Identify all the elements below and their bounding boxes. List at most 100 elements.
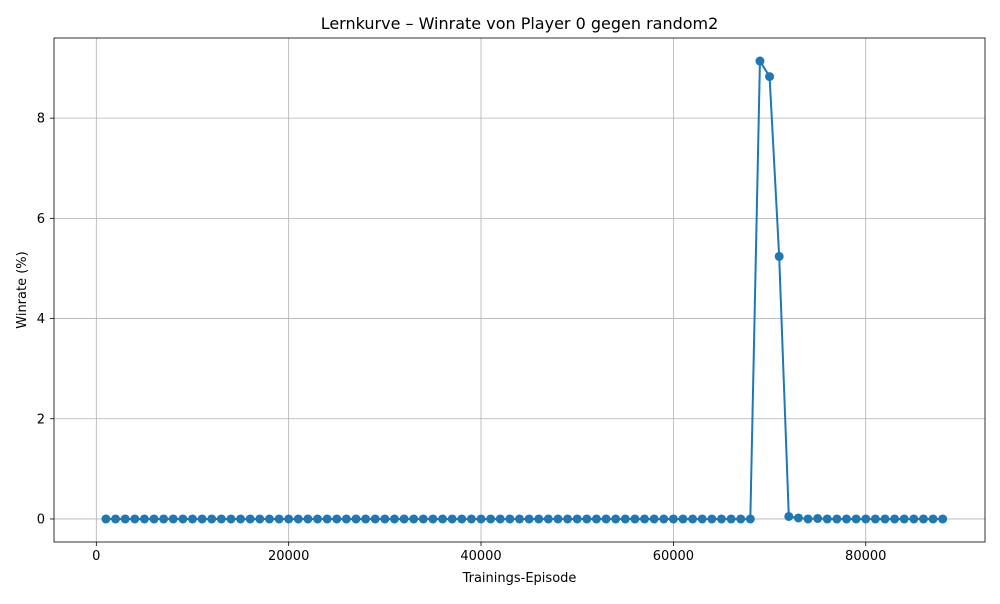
data-point <box>707 514 717 524</box>
x-tick-label: 80000 <box>845 549 886 564</box>
data-point <box>303 514 313 524</box>
data-point <box>226 514 236 524</box>
data-point <box>899 514 909 524</box>
data-point <box>380 514 390 524</box>
data-point <box>784 511 794 521</box>
data-point <box>188 514 197 524</box>
data-point <box>341 514 351 524</box>
data-point <box>822 514 832 524</box>
data-point <box>399 514 409 524</box>
data-point <box>909 514 919 524</box>
data-point <box>361 514 371 524</box>
data-point <box>409 514 419 524</box>
data-point <box>332 514 342 524</box>
data-point <box>274 514 284 524</box>
x-tick-label: 20000 <box>268 549 309 564</box>
data-point <box>216 514 226 524</box>
data-point <box>515 514 524 524</box>
data-point <box>563 514 573 524</box>
data-point <box>620 514 630 524</box>
data-point <box>803 514 813 524</box>
data-point <box>842 514 851 524</box>
data-point <box>178 514 188 524</box>
y-tick-label: 0 <box>37 512 45 527</box>
data-point <box>668 514 678 524</box>
data-point <box>611 514 621 524</box>
data-point <box>322 514 332 524</box>
data-point <box>890 514 900 524</box>
data-point <box>832 514 842 524</box>
y-tick-label: 6 <box>37 212 45 227</box>
data-point <box>264 514 274 524</box>
data-point <box>640 514 650 524</box>
data-point <box>543 514 553 524</box>
data-point <box>601 514 611 524</box>
x-tick-label: 0 <box>92 549 100 564</box>
data-point <box>284 514 294 524</box>
data-point <box>418 514 428 524</box>
data-point <box>476 514 486 524</box>
data-point <box>534 514 544 524</box>
series-line <box>105 60 943 520</box>
data-point <box>139 514 149 524</box>
ticks: 0 20000 40000 60000 80000 0 2 4 6 8 <box>37 112 887 564</box>
data-point <box>130 514 140 524</box>
y-axis-label: Winrate (%) <box>15 251 30 328</box>
data-point <box>207 514 217 524</box>
data-point <box>351 514 361 524</box>
data-point <box>428 514 438 524</box>
data-point <box>870 514 880 524</box>
data-point <box>880 514 890 524</box>
data-point <box>524 514 534 524</box>
data-point <box>101 514 111 524</box>
data-point <box>159 514 169 524</box>
data-point <box>236 514 246 524</box>
data-point <box>245 514 255 524</box>
data-point <box>813 513 823 523</box>
data-point <box>649 514 659 524</box>
data-point <box>938 514 948 524</box>
data-point <box>688 514 698 524</box>
data-point <box>630 514 640 524</box>
data-point <box>293 514 303 524</box>
data-point <box>765 72 775 82</box>
data-point <box>111 514 121 524</box>
data-point <box>861 514 871 524</box>
data-point <box>313 514 323 524</box>
data-point <box>255 514 265 524</box>
y-tick-label: 4 <box>37 312 45 327</box>
data-point <box>716 514 726 524</box>
data-point <box>851 514 861 524</box>
x-axis-label: Trainings-Episode <box>462 571 577 586</box>
data-point <box>793 513 803 523</box>
data-point <box>755 56 765 66</box>
y-tick-label: 2 <box>37 412 45 427</box>
data-point <box>457 514 467 524</box>
data-point <box>736 514 746 524</box>
grid <box>54 38 985 542</box>
data-point <box>149 514 159 524</box>
data-point <box>197 514 207 524</box>
data-point <box>168 514 178 524</box>
data-point <box>678 514 688 524</box>
data-point <box>928 514 938 524</box>
y-tick-label: 8 <box>37 112 45 127</box>
data-point <box>582 514 592 524</box>
data-point <box>370 514 380 524</box>
chart-title: Lernkurve – Winrate von Player 0 gegen r… <box>321 14 719 33</box>
data-point <box>447 514 457 524</box>
series-layer <box>101 56 948 524</box>
data-point <box>120 514 130 524</box>
data-point <box>438 514 448 524</box>
x-tick-label: 60000 <box>653 549 694 564</box>
data-point <box>572 514 582 524</box>
data-point <box>591 514 601 524</box>
plot-frame <box>53 37 986 543</box>
data-point <box>659 514 669 524</box>
data-point <box>505 514 515 524</box>
data-point <box>389 514 399 524</box>
data-point <box>495 514 505 524</box>
data-point <box>486 514 496 524</box>
